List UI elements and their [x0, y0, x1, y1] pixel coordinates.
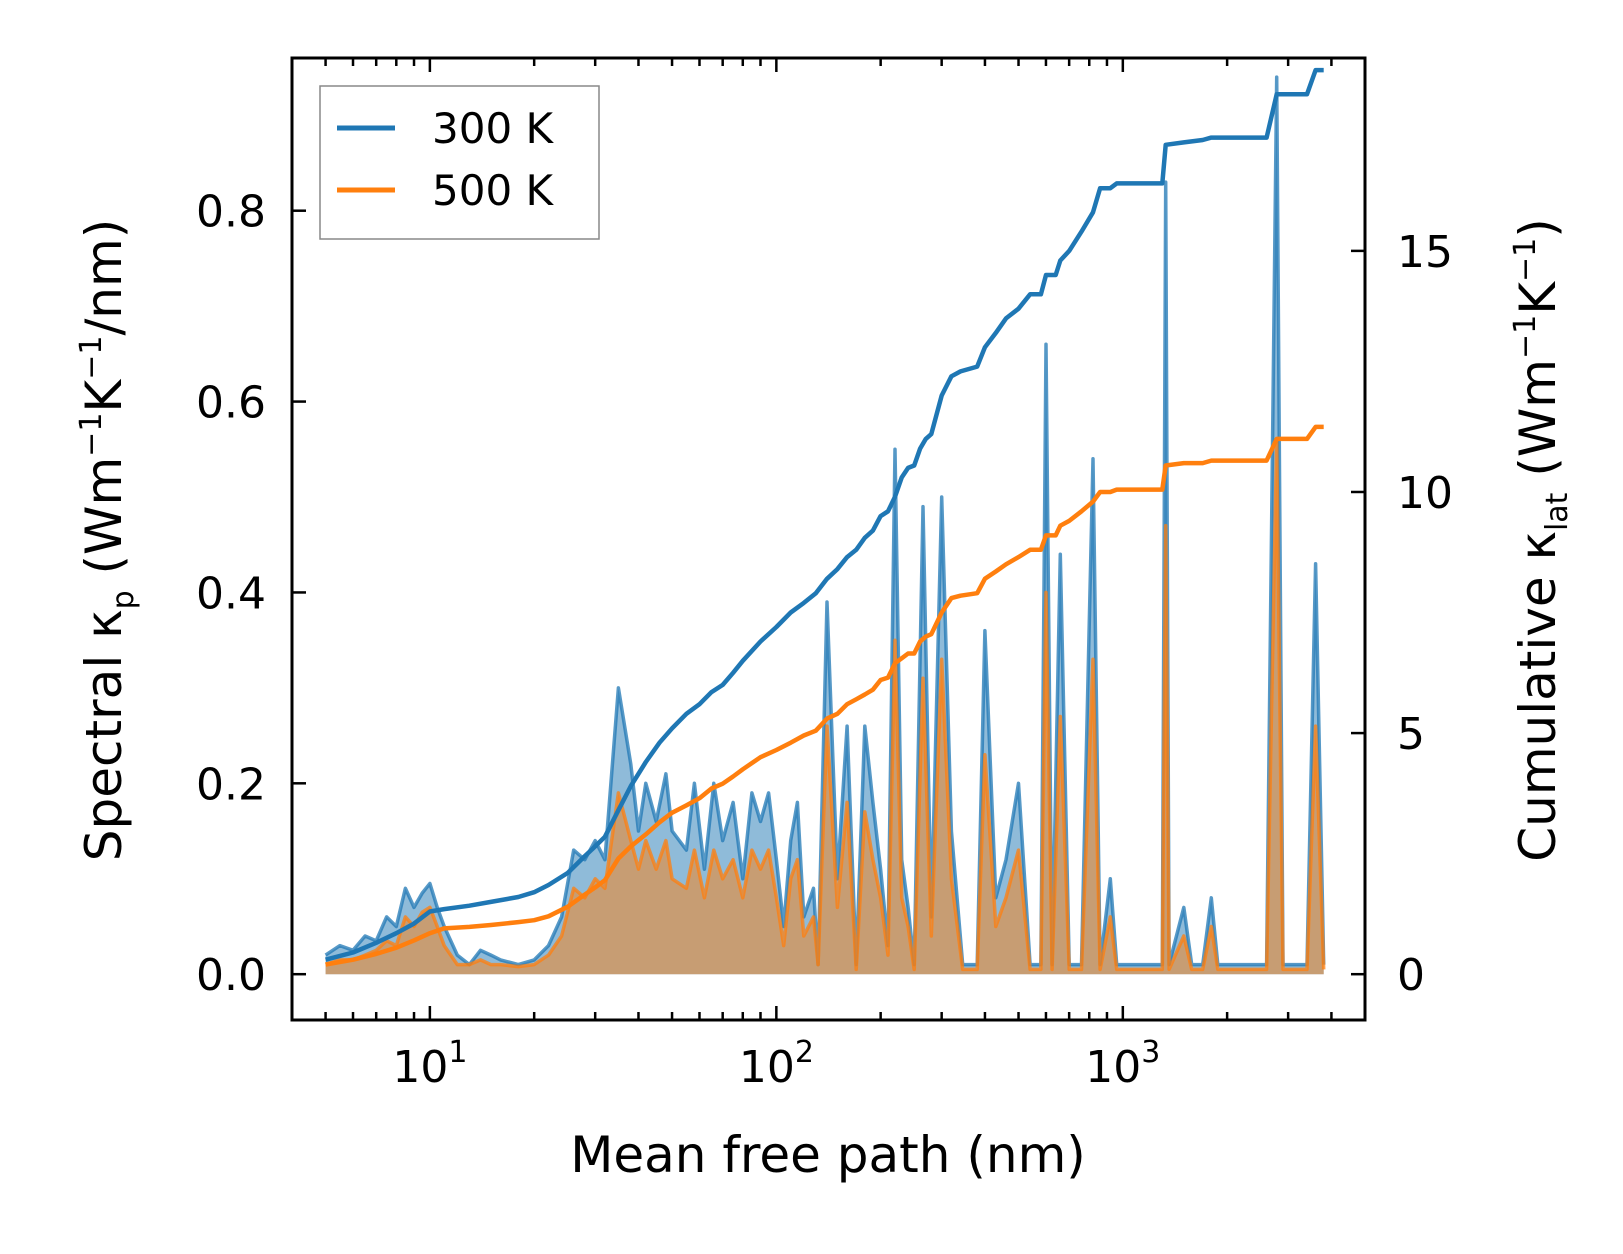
axis-ticks — [290, 58, 1367, 1020]
legend-label-300k: 300 K — [432, 104, 555, 153]
left-y-tick-label: 0.2 — [196, 759, 266, 810]
series-line-300-k-cumulative — [325, 67, 1324, 962]
left-y-tick-label: 0.8 — [196, 187, 266, 238]
legend-label-500k: 500 K — [432, 166, 555, 215]
right-y-tick-label: 5 — [1397, 709, 1425, 760]
spectral-fills — [324, 75, 1326, 975]
right-y-tick-label: 10 — [1397, 468, 1453, 519]
left-y-axis-title: Spectral κp (Wm−1K−1/nm) — [74, 219, 141, 861]
x-axis-title: Mean free path (nm) — [570, 1126, 1086, 1184]
x-tick-label: 101 — [392, 1035, 467, 1093]
series-outline-500-k-spectral — [325, 437, 1326, 972]
right-y-tick-label: 15 — [1397, 227, 1453, 278]
legend-box — [319, 85, 600, 240]
x-tick-label: 103 — [1085, 1035, 1160, 1093]
left-y-tick-label: 0.4 — [196, 568, 266, 619]
right-y-axis-title: Cumulative κlat (Wm−1K−1) — [1508, 218, 1575, 862]
plot-frame — [290, 56, 1367, 1022]
series-line-500-k-cumulative — [325, 424, 1324, 967]
series-area-500-k-spectral — [325, 439, 1324, 975]
left-y-tick-label: 0.0 — [196, 950, 266, 1001]
right-y-tick-label: 0 — [1397, 950, 1425, 1001]
x-tick-label: 102 — [739, 1035, 814, 1093]
left-y-tick-label: 0.6 — [196, 378, 266, 429]
legend: 300 K 500 K — [319, 85, 600, 240]
cumulative-lines — [325, 67, 1324, 967]
